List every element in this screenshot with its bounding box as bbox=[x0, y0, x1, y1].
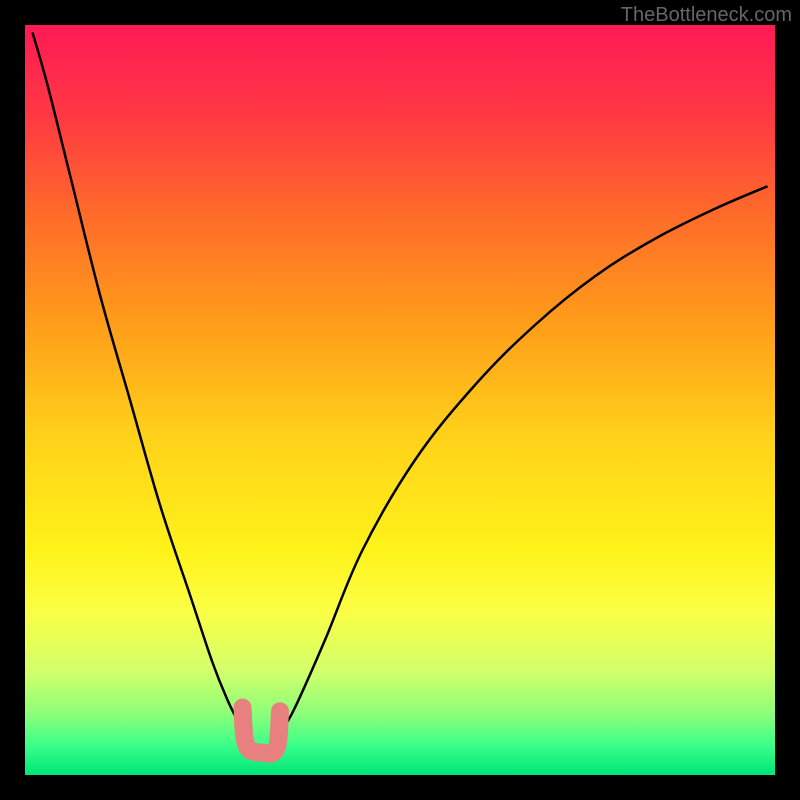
watermark-text: TheBottleneck.com bbox=[621, 4, 792, 27]
bottleneck-chart bbox=[25, 25, 775, 775]
gradient-background bbox=[25, 25, 775, 775]
chart-svg bbox=[25, 25, 775, 775]
